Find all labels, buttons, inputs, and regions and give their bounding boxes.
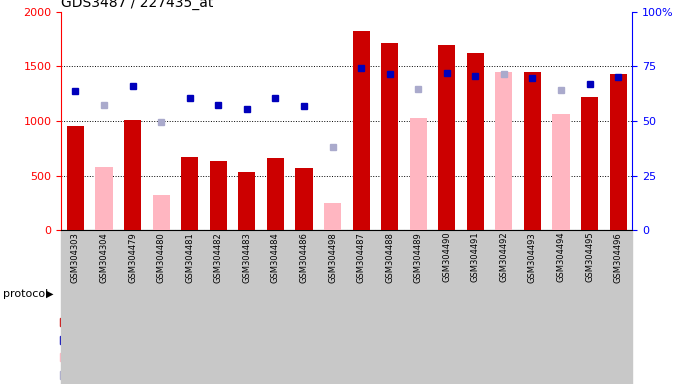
FancyBboxPatch shape	[90, 230, 118, 384]
FancyBboxPatch shape	[175, 230, 204, 384]
Bar	[209, 161, 227, 230]
Bar	[67, 126, 84, 230]
Text: percentile rank within the sample: percentile rank within the sample	[81, 335, 269, 345]
FancyBboxPatch shape	[347, 230, 375, 384]
FancyBboxPatch shape	[61, 230, 90, 384]
Text: value, Detection Call = ABSENT: value, Detection Call = ABSENT	[81, 353, 258, 362]
FancyBboxPatch shape	[461, 230, 490, 384]
Bar	[524, 72, 541, 230]
FancyBboxPatch shape	[375, 230, 404, 384]
Text: count: count	[81, 317, 113, 327]
Bar	[61, 282, 347, 305]
FancyBboxPatch shape	[118, 230, 147, 384]
Bar	[238, 172, 256, 230]
Bar	[295, 168, 313, 230]
FancyBboxPatch shape	[404, 230, 432, 384]
FancyBboxPatch shape	[432, 230, 461, 384]
Bar	[352, 31, 370, 230]
Bar	[181, 157, 199, 230]
Bar	[124, 120, 141, 230]
Bar	[552, 114, 570, 230]
FancyBboxPatch shape	[575, 230, 604, 384]
FancyBboxPatch shape	[147, 230, 175, 384]
FancyBboxPatch shape	[318, 230, 347, 384]
Bar	[409, 118, 427, 230]
FancyBboxPatch shape	[604, 230, 632, 384]
FancyBboxPatch shape	[261, 230, 290, 384]
Bar	[609, 74, 627, 230]
FancyBboxPatch shape	[490, 230, 518, 384]
FancyBboxPatch shape	[204, 230, 233, 384]
Text: rank, Detection Call = ABSENT: rank, Detection Call = ABSENT	[81, 370, 252, 380]
Bar	[61, 282, 347, 305]
FancyBboxPatch shape	[290, 230, 318, 384]
Bar	[95, 167, 113, 230]
FancyBboxPatch shape	[547, 230, 575, 384]
Bar	[347, 282, 632, 305]
Bar	[466, 53, 484, 230]
Bar	[381, 43, 398, 230]
Bar	[267, 158, 284, 230]
Text: ▶: ▶	[46, 289, 54, 299]
Bar	[438, 45, 456, 230]
Bar	[581, 97, 598, 230]
Text: GDS3487 / 227435_at: GDS3487 / 227435_at	[61, 0, 214, 10]
Bar	[347, 282, 632, 305]
Bar	[152, 195, 170, 230]
Text: CREB depletion: CREB depletion	[447, 289, 532, 299]
FancyBboxPatch shape	[518, 230, 547, 384]
Bar	[495, 72, 513, 230]
Text: protocol: protocol	[3, 289, 49, 299]
Bar	[324, 203, 341, 230]
Text: control: control	[185, 289, 223, 299]
FancyBboxPatch shape	[233, 230, 261, 384]
